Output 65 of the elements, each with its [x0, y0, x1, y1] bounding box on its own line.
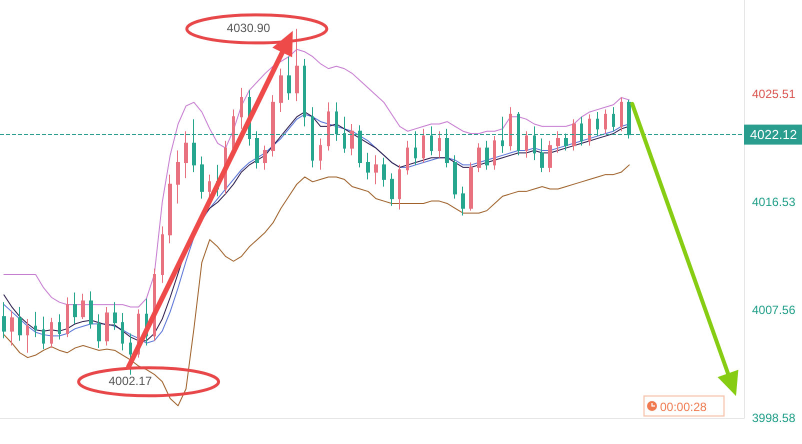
candlestick	[612, 106, 615, 132]
candlestick	[66, 296, 69, 338]
candlestick	[2, 302, 6, 339]
annotation: 4030.90	[226, 20, 271, 35]
candlestick	[319, 138, 322, 170]
candlestick	[168, 174, 172, 244]
candlestick	[477, 142, 481, 173]
candlestick	[176, 150, 180, 204]
candlestick	[469, 162, 473, 212]
candlestick	[263, 145, 267, 170]
candlestick	[279, 68, 283, 112]
candlestick	[34, 311, 37, 338]
candlestick	[438, 130, 441, 158]
candlestick	[509, 106, 512, 151]
candlestick	[240, 87, 243, 130]
candlestick	[327, 102, 330, 151]
text: 00:00:28	[660, 400, 708, 414]
y-tick-label: 4007.56	[752, 302, 796, 317]
candlestick	[588, 114, 591, 146]
candlestick	[604, 109, 607, 134]
candlestick	[540, 138, 544, 173]
annotation: 4002.17	[108, 374, 152, 388]
candlestick	[271, 94, 275, 158]
y-tick-label: 3998.58	[752, 411, 796, 425]
candlestick	[26, 318, 29, 354]
candlestick	[406, 140, 409, 176]
candlestick	[556, 130, 560, 154]
candlestick	[295, 28, 299, 102]
candlestick	[42, 316, 45, 350]
candlestick	[113, 302, 117, 330]
candlestick	[105, 306, 109, 346]
candlestick	[461, 186, 465, 216]
candlestick	[89, 290, 93, 330]
candlestick	[121, 312, 124, 351]
candlestick	[10, 310, 14, 346]
candlestick	[453, 154, 457, 200]
candlestick	[161, 226, 164, 284]
candlestick	[18, 306, 22, 342]
candlestick	[382, 157, 386, 188]
candlestick	[548, 140, 552, 173]
candlestick	[390, 172, 394, 206]
candlestick	[422, 128, 425, 164]
line-series	[3, 48, 630, 308]
candlestick	[58, 314, 61, 340]
candlestick	[350, 124, 354, 156]
candlestick	[97, 314, 101, 348]
candlestick	[184, 130, 188, 179]
candlestick	[73, 292, 77, 324]
candlestick	[81, 293, 85, 320]
y-tick-label: 4016.53	[752, 194, 796, 209]
candlestick	[200, 156, 204, 200]
candlestick	[398, 164, 401, 210]
candlestick	[50, 317, 53, 348]
y-tick-label: 4025.51	[752, 86, 796, 101]
candlestick	[287, 56, 291, 100]
line-series	[3, 164, 630, 406]
candlestick	[485, 140, 489, 170]
candlestick	[572, 118, 576, 151]
candlestick	[493, 136, 496, 170]
candlestick	[366, 152, 370, 180]
candlestick	[525, 130, 528, 158]
candlestick	[303, 58, 306, 127]
candlestick	[620, 97, 623, 132]
ref-line-label: 4022.12	[750, 127, 797, 142]
candlestick	[374, 154, 378, 185]
